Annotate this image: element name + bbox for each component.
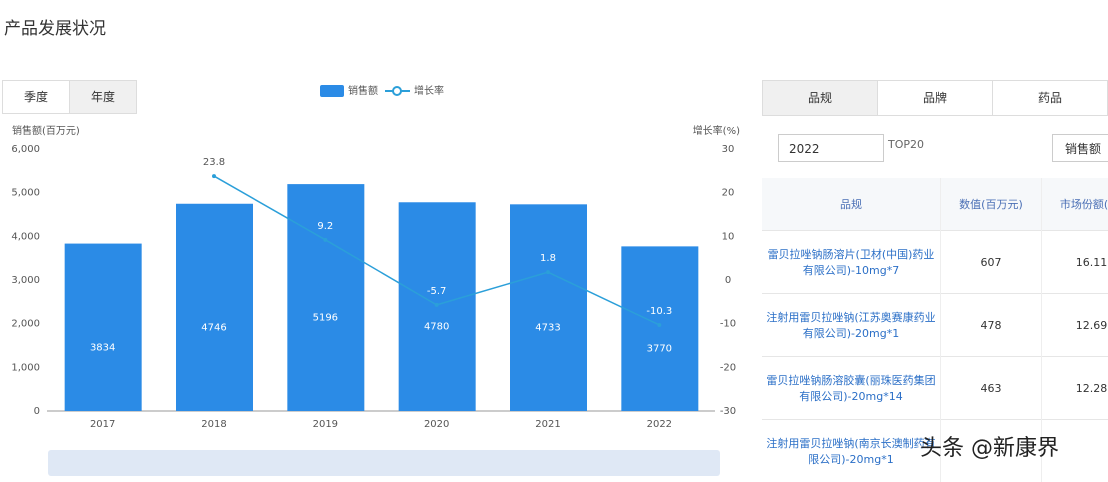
zoom-slider[interactable] — [48, 450, 720, 476]
y-axis-label: 销售额(百万元) — [12, 124, 80, 137]
cell: 注射用雷贝拉唑钠(江苏奥赛康药业有限公司)-20mg*1 — [762, 294, 941, 357]
y2-tick-label: -20 — [720, 362, 736, 373]
growth-label: 1.8 — [540, 253, 556, 264]
legend-swatch — [320, 85, 344, 97]
growth-point — [546, 270, 550, 274]
cell: 雷贝拉唑钠肠溶胶囊(丽珠医药集团有限公司)-20mg*14 — [762, 357, 941, 420]
y-tick-label: 6,000 — [11, 144, 40, 155]
bar-label: 5196 — [313, 313, 338, 324]
cell: 注射用雷贝拉唑钠(南京长澳制药有限公司)-20mg*1 — [762, 420, 941, 482]
y2-tick-label: 30 — [722, 144, 735, 155]
column-header: 品规 — [762, 178, 941, 231]
column-header: 市场份额(%) — [1041, 178, 1108, 231]
x-tick-label: 2018 — [201, 419, 226, 430]
legend-dot — [393, 87, 401, 95]
y2-tick-label: 0 — [725, 275, 731, 286]
cell: 12.69 — [1041, 294, 1108, 357]
y2-axis-label: 增长率(%) — [693, 124, 740, 137]
bar-label: 4733 — [535, 323, 560, 334]
table-tabs: 品规 品牌 药品 — [762, 80, 1108, 116]
y-tick-label: 2,000 — [11, 319, 40, 330]
y-tick-label: 0 — [34, 406, 40, 417]
y-tick-label: 4,000 — [11, 231, 40, 242]
growth-point — [323, 238, 327, 242]
x-tick-label: 2022 — [647, 419, 672, 430]
tab[interactable]: 品牌 — [877, 81, 992, 115]
tab[interactable]: 药品 — [992, 81, 1107, 115]
year-select[interactable]: 2022 — [778, 134, 884, 162]
growth-label: 9.2 — [317, 221, 333, 232]
y-tick-label: 3,000 — [11, 275, 40, 286]
x-tick-label: 2020 — [424, 419, 449, 430]
growth-label: 23.8 — [203, 157, 225, 168]
y-tick-label: 5,000 — [11, 188, 40, 199]
cell: 雷贝拉唑钠肠溶片(卫材(中国)药业有限公司)-10mg*7 — [762, 231, 941, 294]
tab[interactable]: 品规 — [763, 81, 877, 115]
x-tick-label: 2021 — [535, 419, 560, 430]
column-header: 数值(百万元) — [941, 178, 1042, 231]
bar — [287, 184, 364, 411]
cell: 16.11 — [1041, 231, 1108, 294]
x-tick-label: 2017 — [90, 419, 115, 430]
bar — [510, 204, 587, 411]
legend-label: 增长率 — [414, 84, 444, 97]
cell: 607 — [941, 231, 1042, 294]
growth-label: -5.7 — [427, 286, 447, 297]
bar — [176, 204, 253, 411]
filters: 2022 TOP20 销售额 — [762, 116, 1108, 178]
cell: 478 — [941, 294, 1042, 357]
bar-label: 4780 — [424, 322, 449, 333]
growth-label: -10.3 — [646, 306, 672, 317]
cell: 12.28 — [1041, 357, 1108, 420]
bar — [621, 246, 698, 411]
bar-label: 3834 — [90, 342, 115, 353]
y2-tick-label: 20 — [722, 188, 735, 199]
y-tick-label: 1,000 — [11, 362, 40, 373]
y2-tick-label: -30 — [720, 406, 736, 417]
table-panel: 品规 品牌 药品 2022 TOP20 销售额 品规数值(百万元)市场份额(%)… — [762, 80, 1108, 476]
x-tick-label: 2019 — [313, 419, 338, 430]
chart: 销售额(百万元) 增长率(%) 0 1,000 2,000 3,000 4,000 5,000… — [0, 0, 745, 450]
legend-label: 销售额 — [348, 84, 378, 97]
top-label: TOP20 — [888, 138, 924, 151]
metric-select[interactable]: 销售额 — [1052, 134, 1108, 162]
bar-label: 3770 — [647, 344, 672, 355]
bar-label: 4746 — [201, 322, 226, 333]
watermark: 头条 @新康界 — [920, 430, 1059, 462]
growth-point — [657, 323, 661, 327]
bar — [65, 244, 142, 411]
y2-tick-label: 10 — [722, 231, 735, 242]
growth-point — [212, 174, 216, 178]
cell: 463 — [941, 357, 1042, 420]
growth-point — [435, 303, 439, 307]
y2-tick-label: -10 — [720, 319, 736, 330]
